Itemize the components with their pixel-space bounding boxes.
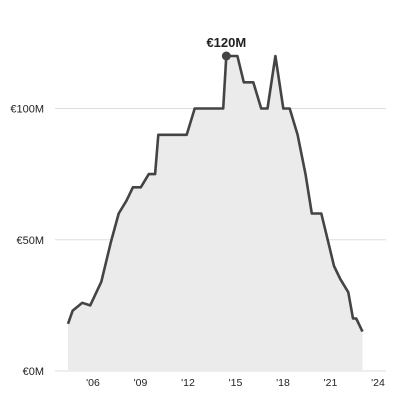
y-tick-label: €50M <box>16 235 44 247</box>
peak-annotation-label: €120M <box>206 35 246 50</box>
x-tick-label: '21 <box>324 377 338 389</box>
series-line <box>66 54 364 333</box>
area-fill <box>68 56 363 371</box>
x-tick-label: '18 <box>276 377 290 389</box>
peak-marker <box>221 51 231 61</box>
x-axis-ticks: '06 '09 '12 '15 '18 '21 '24 <box>86 377 385 389</box>
y-tick-label: €0M <box>23 366 44 378</box>
x-tick-label: '15 <box>229 377 243 389</box>
x-tick-label: '24 <box>371 377 385 389</box>
x-tick-label: '06 <box>86 377 100 389</box>
y-axis-ticks: €0M €50M €100M <box>10 104 44 379</box>
x-tick-label: '09 <box>134 377 148 389</box>
y-tick-label: €100M <box>10 104 44 116</box>
x-tick-label: '12 <box>181 377 195 389</box>
